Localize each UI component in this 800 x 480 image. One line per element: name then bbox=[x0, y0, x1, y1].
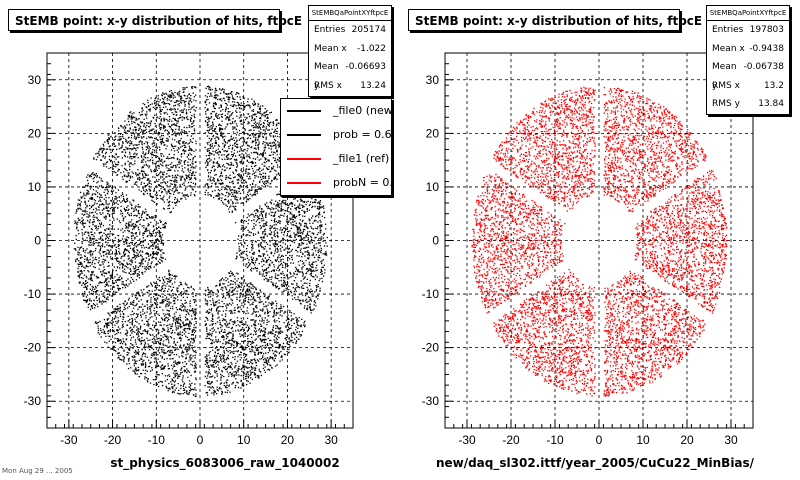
legend-box: _file0 (new) prob = 0.676590 _file1 (ref… bbox=[280, 98, 392, 196]
footer-timestamp: Mon Aug 29 ... 2005 bbox=[2, 467, 73, 475]
scatter-plot-right: -30 -20 -10 0 10 20 30 -30 -20 -10 0 10 20 30 bbox=[422, 52, 754, 447]
stats-row: Mean x -1.022 bbox=[309, 40, 391, 59]
y-tick-label: 0 bbox=[432, 234, 439, 248]
legend-label: _file0 (new) bbox=[333, 104, 392, 117]
y-tick-label: 10 bbox=[426, 180, 440, 194]
x-tick-label: -20 bbox=[502, 433, 520, 447]
chart-title-right: StEMB point: x-y distribution of hits, f… bbox=[408, 9, 702, 31]
stats-label: RMS x bbox=[712, 80, 740, 91]
y-tick-label: 30 bbox=[426, 73, 440, 87]
x-axis-title-right: new/daq_sl302.ittf/year_2005/CuCu22_MinB… bbox=[435, 456, 755, 470]
stats-row: Entries 197803 bbox=[707, 21, 789, 40]
stats-box-right: StEMBQaPointXYftpcE Entries 197803 Mean … bbox=[706, 5, 790, 115]
y-tick-label: -10 bbox=[24, 287, 42, 301]
y-tick-label: -30 bbox=[422, 394, 440, 408]
legend-swatch bbox=[287, 158, 321, 160]
stats-row: Mean x -0.9438 bbox=[707, 40, 789, 59]
scatter-points bbox=[471, 86, 728, 397]
y-tick-label: 10 bbox=[28, 180, 42, 194]
stats-label: RMS y bbox=[712, 99, 740, 109]
stats-value: 13.24 bbox=[360, 80, 386, 91]
legend-entry: _file0 (new) bbox=[281, 99, 391, 123]
stats-row: Mean y -0.06693 bbox=[309, 58, 391, 91]
stats-value: 205174 bbox=[351, 25, 386, 35]
stats-row: RMS x 13.24 bbox=[309, 77, 391, 96]
legend-label: probN = 0.000000 bbox=[333, 176, 392, 189]
stats-row: RMS y 13.84 bbox=[707, 95, 789, 114]
stats-value: -0.9438 bbox=[749, 43, 784, 54]
stats-label: Entries bbox=[314, 25, 346, 35]
stats-label: RMS x bbox=[314, 80, 342, 91]
x-tick-label: 30 bbox=[324, 433, 338, 447]
x-tick-label: 20 bbox=[680, 433, 694, 447]
x-tick-label: -30 bbox=[60, 433, 78, 447]
stats-value: -0.06693 bbox=[345, 62, 386, 72]
stats-row: Entries 205174 bbox=[309, 21, 391, 40]
stats-label: Mean x bbox=[712, 43, 745, 54]
x-axis-title-left: st_physics_6083006_raw_1040002 bbox=[110, 456, 340, 470]
y-tick-label: 30 bbox=[28, 73, 42, 87]
legend-entry: _file1 (ref) bbox=[281, 147, 391, 171]
legend-entry: prob = 0.676590 bbox=[281, 123, 391, 147]
x-tick-label: -10 bbox=[148, 433, 166, 447]
x-tick-label: 10 bbox=[636, 433, 650, 447]
scatter-markers bbox=[471, 86, 728, 397]
stats-name: StEMBQaPointXYftpcE bbox=[309, 6, 391, 21]
legend-swatch bbox=[287, 134, 321, 136]
legend-swatch bbox=[287, 182, 321, 184]
x-tick-label: -20 bbox=[104, 433, 122, 447]
x-tick-label: -30 bbox=[458, 433, 476, 447]
stats-label: Mean x bbox=[314, 43, 347, 54]
y-tick-label: 0 bbox=[34, 234, 41, 248]
stats-label: Mean y bbox=[712, 62, 737, 91]
x-tick-label: 0 bbox=[197, 433, 204, 447]
y-tick-label: -20 bbox=[24, 341, 42, 355]
stats-name: StEMBQaPointXYftpcE bbox=[707, 6, 789, 21]
x-tick-label: 0 bbox=[596, 433, 603, 447]
chart-title-left: StEMB point: x-y distribution of hits, f… bbox=[8, 9, 302, 31]
legend-label: _file1 (ref) bbox=[333, 152, 390, 165]
stats-value: 13.2 bbox=[763, 80, 784, 91]
x-tick-label: 20 bbox=[281, 433, 295, 447]
y-tick-label: -20 bbox=[422, 341, 440, 355]
stats-value: 197803 bbox=[749, 25, 784, 35]
stats-value: -0.06738 bbox=[743, 62, 784, 72]
stats-value: -1.022 bbox=[356, 43, 386, 54]
x-tick-label: 10 bbox=[237, 433, 251, 447]
stats-box-left: StEMBQaPointXYftpcE Entries 205174 Mean … bbox=[308, 5, 392, 97]
stats-row: Mean y -0.06738 bbox=[707, 58, 789, 91]
stats-label: Entries bbox=[712, 25, 744, 35]
stats-value: 13.84 bbox=[758, 99, 784, 109]
stats-label: Mean y bbox=[314, 62, 339, 91]
stats-row: RMS x 13.2 bbox=[707, 77, 789, 96]
y-tick-label: 20 bbox=[426, 126, 440, 140]
y-tick-label: -30 bbox=[24, 394, 42, 408]
y-tick-label: -10 bbox=[422, 287, 440, 301]
x-tick-label: 30 bbox=[724, 433, 738, 447]
legend-label: prob = 0.676590 bbox=[333, 128, 392, 141]
legend-entry: probN = 0.000000 bbox=[281, 171, 391, 195]
legend-swatch bbox=[287, 110, 321, 112]
y-tick-label: 20 bbox=[28, 126, 42, 140]
x-tick-label: -10 bbox=[546, 433, 564, 447]
